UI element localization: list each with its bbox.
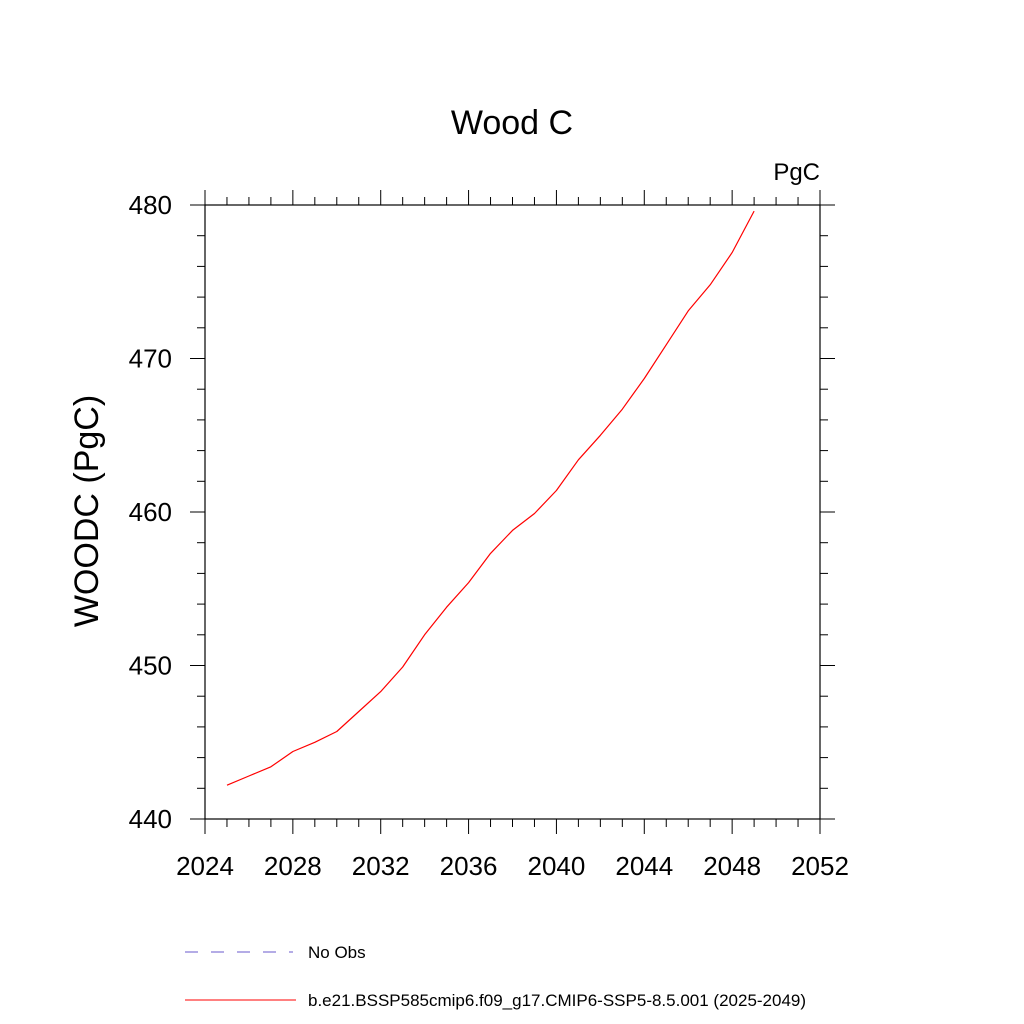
x-tick-label: 2028 [264, 851, 322, 881]
legend-label-no-obs: No Obs [308, 943, 366, 962]
series-layer [226, 210, 755, 786]
units-label: PgC [773, 159, 820, 186]
y-axis-label: WOODC (PgC) [68, 395, 106, 627]
x-tick-label: 2048 [703, 851, 761, 881]
y-tick-label: 470 [129, 344, 172, 374]
axis-ticks [190, 190, 835, 834]
y-tick-label: 460 [129, 497, 172, 527]
x-tick-label: 2052 [791, 851, 849, 881]
legend: No Obs b.e21.BSSP585cmip6.f09_g17.CMIP6-… [185, 943, 806, 1010]
x-tick-label: 2024 [176, 851, 234, 881]
y-tick-label: 480 [129, 190, 172, 220]
chart-title: Wood C [451, 104, 573, 142]
legend-label-model: b.e21.BSSP585cmip6.f09_g17.CMIP6-SSP5-8.… [308, 991, 806, 1010]
x-tick-label: 2032 [352, 851, 410, 881]
y-tick-label: 450 [129, 651, 172, 681]
tick-labels: 2024 2028 2032 2036 2040 2044 2048 2052 440 450 46… [129, 190, 849, 881]
plot-frame [204, 204, 821, 820]
y-tick-label: 440 [129, 804, 172, 834]
x-tick-label: 2036 [440, 851, 498, 881]
x-tick-label: 2040 [528, 851, 586, 881]
series-line-0 [226, 210, 755, 786]
x-tick-label: 2044 [615, 851, 673, 881]
